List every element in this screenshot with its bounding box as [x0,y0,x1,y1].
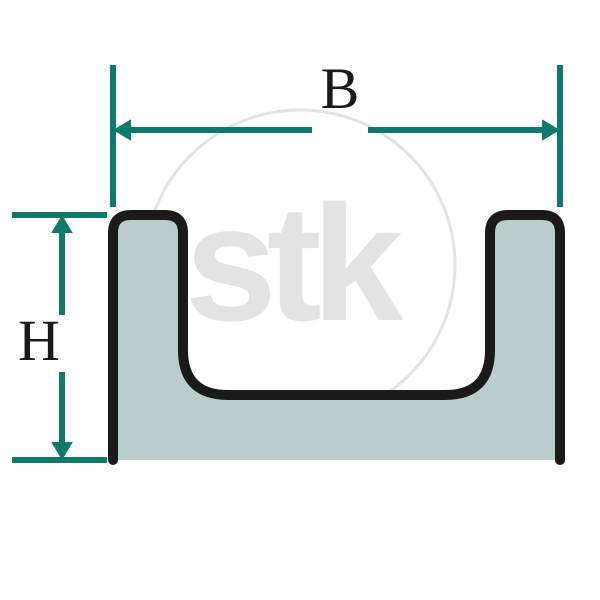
dim-h-label: H [18,308,60,373]
watermark-text: stk [185,171,404,355]
dim-b-label: B [321,56,360,121]
